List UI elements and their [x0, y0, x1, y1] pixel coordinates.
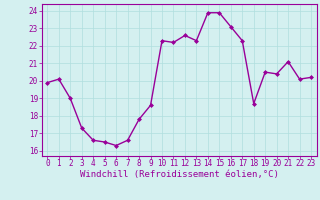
- X-axis label: Windchill (Refroidissement éolien,°C): Windchill (Refroidissement éolien,°C): [80, 170, 279, 179]
